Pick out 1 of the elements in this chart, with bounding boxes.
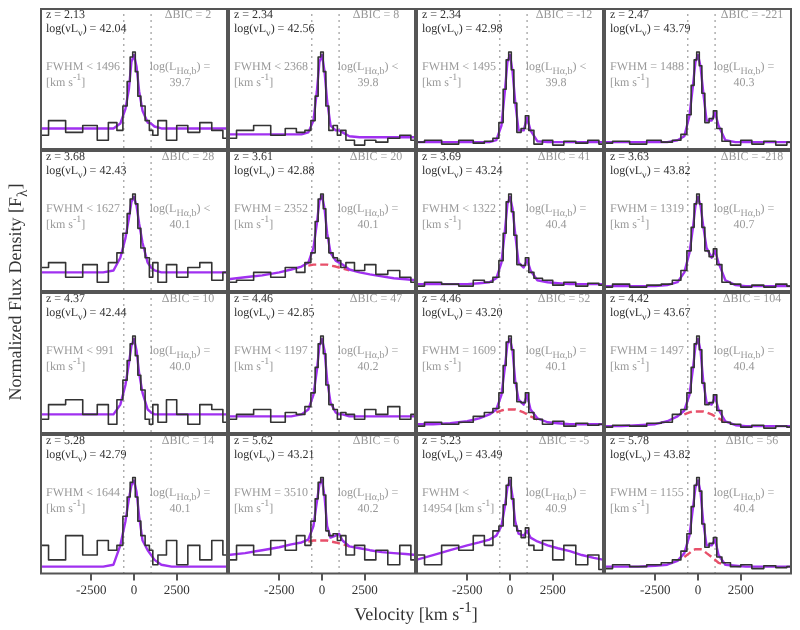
x-axis-title: Velocity [km s$^{-1}$] (352, 598, 480, 624)
